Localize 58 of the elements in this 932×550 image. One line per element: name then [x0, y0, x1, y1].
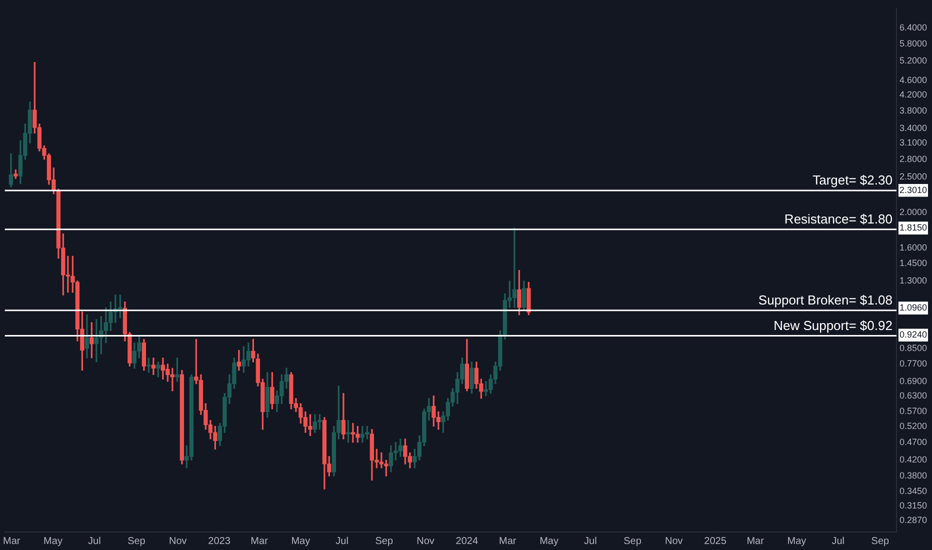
- y-tick-label: 3.8000: [899, 105, 928, 116]
- y-tick-label: 0.3800: [899, 470, 928, 481]
- x-tick-label: May: [540, 536, 558, 547]
- y-tick-label: 3.4000: [899, 122, 928, 133]
- ref-line-label: Target= $2.30: [812, 172, 892, 188]
- x-tick-label: May: [44, 536, 62, 547]
- candlestick: [236, 350, 242, 371]
- y-tick-label: 0.6300: [899, 390, 928, 400]
- y-tick-label: 0.7700: [899, 358, 928, 369]
- x-tick-label: Nov: [665, 536, 683, 547]
- x-tick-label: Mar: [250, 536, 269, 547]
- y-tick-label: 0.4200: [899, 454, 928, 465]
- y-tick-label: 0.3150: [899, 500, 928, 510]
- x-tick-label: Nov: [168, 536, 187, 547]
- y-tick-label: 4.2000: [899, 89, 928, 100]
- x-tick-label: Mar: [2, 536, 21, 547]
- x-tick-label: Jul: [832, 536, 845, 547]
- x-tick-label: Jul: [88, 536, 101, 547]
- y-tick-label: 0.3450: [899, 486, 928, 496]
- x-tick-label: May: [787, 536, 806, 547]
- y-tick-label: 1.3000: [899, 275, 928, 286]
- candlestick: [151, 358, 156, 376]
- y-tick-label: 0.2870: [899, 515, 928, 526]
- y-tick-label: 0.5200: [899, 420, 928, 431]
- y-tick-label: 1.6000: [899, 242, 928, 253]
- y-tick-label: 2.5000: [899, 172, 928, 182]
- y-tick-label: 0.5700: [899, 406, 928, 416]
- y-tick-label: 2.8000: [899, 154, 928, 164]
- x-tick-label: Sep: [375, 536, 394, 547]
- y-tick-label: 0.6900: [899, 376, 928, 386]
- y-tick-label: 0.8500: [899, 342, 928, 353]
- y-tick-label: 2.3010: [899, 184, 928, 195]
- x-tick-label: Jul: [584, 536, 597, 547]
- ref-line-label: Resistance= $1.80: [784, 211, 892, 226]
- x-tick-label: Sep: [871, 536, 890, 547]
- y-tick-label: 0.4700: [899, 436, 928, 447]
- x-tick-label: 2023: [208, 536, 231, 547]
- x-tick-label: May: [291, 536, 310, 547]
- x-tick-label: 2024: [456, 536, 478, 547]
- ref-line-label: New Support= $0.92: [774, 318, 892, 333]
- y-tick-label: 5.2000: [899, 56, 928, 66]
- y-tick-label: 1.4500: [899, 258, 928, 268]
- x-tick-label: 2025: [704, 536, 727, 547]
- ref-line-label: Support Broken= $1.08: [758, 292, 892, 308]
- y-tick-label: 6.4000: [899, 22, 928, 33]
- x-tick-label: Jul: [336, 536, 348, 547]
- y-tick-label: 5.8000: [899, 38, 928, 48]
- y-tick-label: 2.0000: [899, 207, 928, 218]
- x-tick-label: Mar: [746, 536, 765, 547]
- x-tick-label: Mar: [499, 536, 517, 547]
- y-tick-label: 4.6000: [899, 75, 928, 86]
- y-tick-label: 1.8150: [899, 222, 928, 233]
- x-tick-label: Sep: [624, 536, 642, 547]
- x-tick-label: Nov: [416, 536, 434, 547]
- x-tick-label: Sep: [128, 536, 146, 547]
- y-tick-label: 3.1000: [899, 138, 928, 148]
- y-tick-label: 1.0960: [899, 302, 928, 313]
- y-tick-label: 0.9240: [899, 330, 928, 340]
